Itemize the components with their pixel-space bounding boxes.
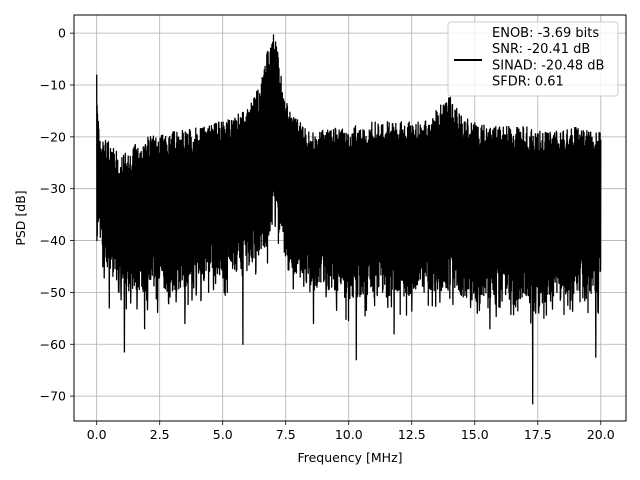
x-tick-label: 12.5: [398, 427, 426, 442]
y-tick-label: −70: [40, 389, 66, 404]
y-tick-label: −40: [40, 233, 66, 248]
legend-line: ENOB: -3.69 bits: [492, 26, 599, 41]
x-tick-label: 15.0: [461, 427, 489, 442]
ticks: 0.0 2.5 5.0 7.5 10.0 12.5 15.0 17.5 20.0 0 −10 −20 −…: [40, 26, 615, 442]
x-tick-label: 20.0: [587, 427, 615, 442]
y-tick-label: −20: [40, 129, 66, 144]
x-tick-label: 17.5: [524, 427, 552, 442]
y-tick-label: −30: [40, 181, 66, 196]
x-tick-label: 10.0: [335, 427, 363, 442]
legend-line: SINAD: -20.48 dB: [492, 58, 604, 73]
y-tick-label: −50: [40, 285, 66, 300]
x-tick-label: 7.5: [276, 427, 296, 442]
x-tick-label: 2.5: [150, 427, 170, 442]
legend-line: SNR: -20.41 dB: [492, 42, 590, 57]
legend-line: SFDR: 0.61: [492, 75, 564, 90]
psd-series-line: [96, 34, 602, 405]
x-tick-label: 0.0: [87, 427, 107, 442]
series-layer: [96, 34, 602, 405]
legend-entry: ENOB: -3.69 bits SNR: -20.41 dB SINAD: -20…: [492, 26, 604, 90]
legend: ENOB: -3.69 bits SNR: -20.41 dB SINAD: -20…: [447, 21, 619, 97]
y-axis-label: PSD [dB]: [13, 190, 28, 245]
y-tick-label: 0: [58, 26, 66, 41]
x-tick-label: 5.0: [213, 427, 233, 442]
x-axis-label: Frequency [MHz]: [297, 450, 402, 465]
y-tick-label: −10: [40, 78, 66, 93]
plot-frame: [73, 14, 627, 422]
legend-box: [447, 21, 619, 97]
y-tick-label: −60: [40, 337, 66, 352]
